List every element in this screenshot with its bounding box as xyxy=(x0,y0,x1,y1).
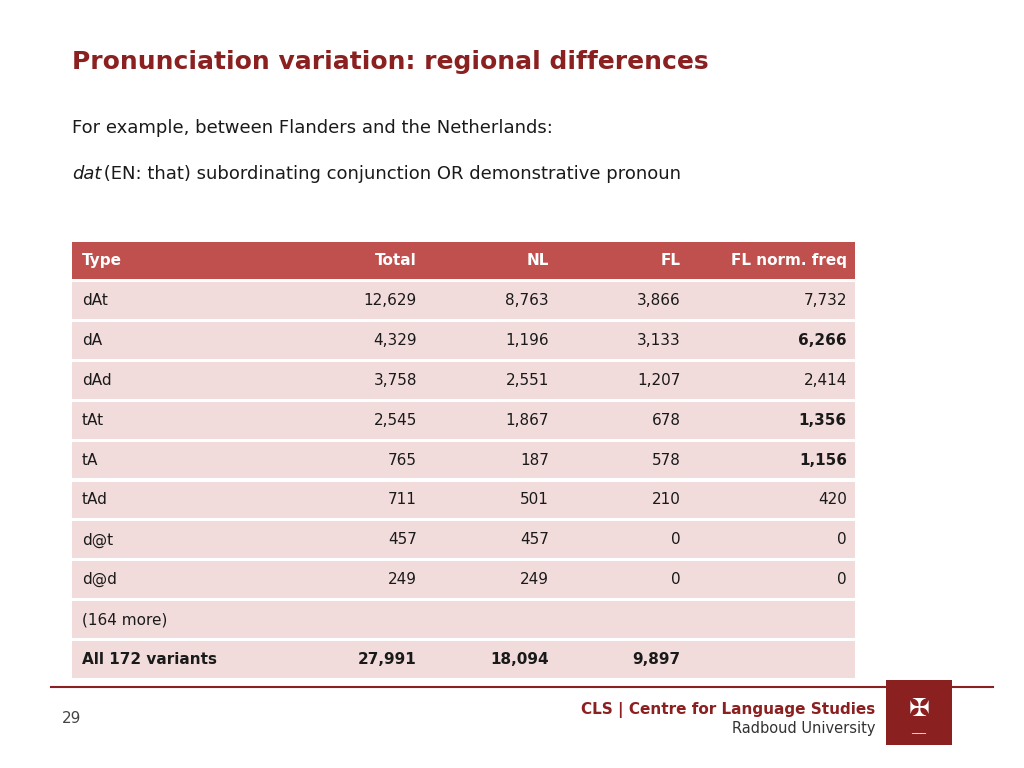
Text: 457: 457 xyxy=(388,532,417,548)
Text: Type: Type xyxy=(82,253,122,268)
Text: dAd: dAd xyxy=(82,372,112,388)
Text: tA: tA xyxy=(82,452,98,468)
Text: tAd: tAd xyxy=(82,492,108,508)
Text: d@t: d@t xyxy=(82,532,113,548)
Text: 249: 249 xyxy=(388,572,417,588)
Text: 0: 0 xyxy=(671,532,681,548)
Text: 3,866: 3,866 xyxy=(637,293,681,308)
Text: For example, between Flanders and the Netherlands:: For example, between Flanders and the Ne… xyxy=(72,119,553,137)
Text: 2,545: 2,545 xyxy=(374,412,417,428)
Text: 1,356: 1,356 xyxy=(799,412,847,428)
Text: Pronunciation variation: regional differences: Pronunciation variation: regional differ… xyxy=(72,50,709,74)
Text: 0: 0 xyxy=(838,572,847,588)
Text: FL norm. freq: FL norm. freq xyxy=(731,253,847,268)
Text: tAt: tAt xyxy=(82,412,104,428)
Text: 578: 578 xyxy=(652,452,681,468)
Text: 4,329: 4,329 xyxy=(373,333,417,348)
Text: FL: FL xyxy=(660,253,681,268)
Text: 0: 0 xyxy=(671,572,681,588)
Text: 7,732: 7,732 xyxy=(804,293,847,308)
Text: 765: 765 xyxy=(388,452,417,468)
Text: 6,266: 6,266 xyxy=(799,333,847,348)
Text: NL: NL xyxy=(526,253,549,268)
Text: 9,897: 9,897 xyxy=(633,652,681,667)
Text: 2,551: 2,551 xyxy=(506,372,549,388)
Text: dat: dat xyxy=(72,165,101,183)
Text: 3,758: 3,758 xyxy=(374,372,417,388)
Text: 0: 0 xyxy=(838,532,847,548)
Text: ───: ─── xyxy=(911,729,927,738)
Text: 1,867: 1,867 xyxy=(505,412,549,428)
Text: (EN: that) subordinating conjunction OR demonstrative pronoun: (EN: that) subordinating conjunction OR … xyxy=(98,165,681,183)
Text: CLS | Centre for Language Studies: CLS | Centre for Language Studies xyxy=(582,703,876,718)
Text: 1,156: 1,156 xyxy=(799,452,847,468)
Text: 12,629: 12,629 xyxy=(364,293,417,308)
Text: 1,196: 1,196 xyxy=(505,333,549,348)
Text: dA: dA xyxy=(82,333,102,348)
Text: 29: 29 xyxy=(61,710,81,726)
Text: 501: 501 xyxy=(520,492,549,508)
Text: Radboud University: Radboud University xyxy=(732,720,876,736)
Text: 3,133: 3,133 xyxy=(637,333,681,348)
Text: 678: 678 xyxy=(652,412,681,428)
Text: All 172 variants: All 172 variants xyxy=(82,652,217,667)
Text: 249: 249 xyxy=(520,572,549,588)
Text: 210: 210 xyxy=(652,492,681,508)
Text: 2,414: 2,414 xyxy=(804,372,847,388)
Text: 18,094: 18,094 xyxy=(490,652,549,667)
Text: 8,763: 8,763 xyxy=(505,293,549,308)
Text: (164 more): (164 more) xyxy=(82,612,167,627)
Text: ✠: ✠ xyxy=(908,697,930,721)
Text: 1,207: 1,207 xyxy=(637,372,681,388)
Text: d@d: d@d xyxy=(82,572,117,588)
Text: Total: Total xyxy=(375,253,417,268)
Text: dAt: dAt xyxy=(82,293,108,308)
Text: 187: 187 xyxy=(520,452,549,468)
Text: 457: 457 xyxy=(520,532,549,548)
Text: 27,991: 27,991 xyxy=(358,652,417,667)
Text: 711: 711 xyxy=(388,492,417,508)
Text: 420: 420 xyxy=(818,492,847,508)
